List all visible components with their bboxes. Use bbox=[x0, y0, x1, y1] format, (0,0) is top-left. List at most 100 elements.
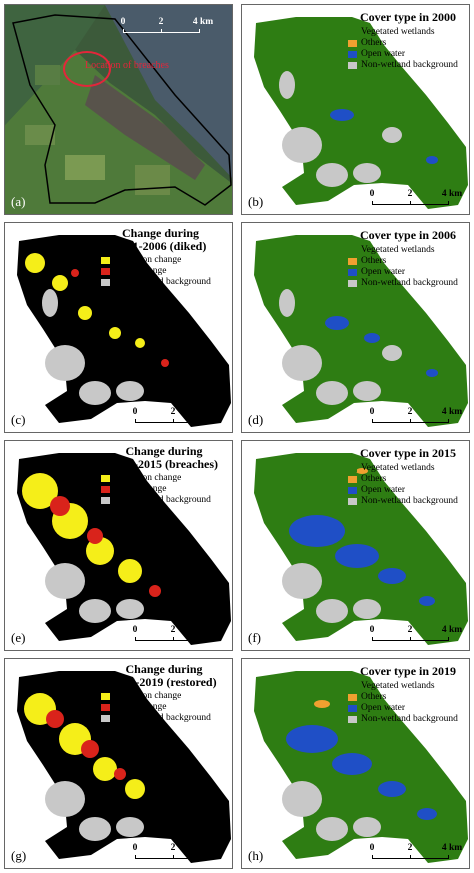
legend-item: Vegetated wetlands bbox=[361, 681, 435, 691]
scale-bar: 0 2 4 km bbox=[369, 843, 462, 859]
breach-location-marker bbox=[63, 51, 111, 87]
scale-bar: 0 2 4 km bbox=[369, 625, 462, 641]
scale-tick: 2 bbox=[158, 17, 164, 27]
panel-label: (e) bbox=[11, 630, 26, 645]
legend-item: Condition change bbox=[114, 255, 182, 265]
legend-item: Stable bbox=[114, 724, 138, 734]
scale-tick: 2 bbox=[170, 843, 176, 853]
legend: Condition change Cover change Non-wetlan… bbox=[101, 255, 211, 299]
map-title: Change during 2001-2006 (diked) bbox=[93, 227, 228, 253]
map-title-line2: 2001-2006 (diked) bbox=[114, 239, 207, 253]
scale-tick: 4 km bbox=[204, 407, 226, 417]
legend: Condition change Cover change Non-wetlan… bbox=[101, 691, 211, 735]
scale-tick: 4 km bbox=[204, 843, 226, 853]
scale-tick: 0 bbox=[369, 189, 375, 199]
scale-tick: 2 bbox=[407, 843, 413, 853]
map-title: Cover type in 2019 bbox=[359, 664, 457, 678]
cover-map bbox=[254, 453, 468, 645]
cover-map bbox=[254, 17, 468, 209]
map-title-line1: Change during bbox=[121, 226, 200, 240]
legend: Condition change Cover change Non-wetlan… bbox=[101, 473, 211, 517]
legend: Vegetated wetlands Others Open water Non… bbox=[348, 245, 458, 289]
panel-g-change-2016-2019: Change during 2016-2019 (restored) Condi… bbox=[4, 658, 233, 869]
legend-item: Non-wetland background bbox=[114, 713, 211, 723]
panel-h-cover-2019: Cover type in 2019 Vegetated wetlands Ot… bbox=[241, 658, 470, 869]
scale-bar: 0 2 4 km bbox=[369, 189, 462, 205]
scale-tick: 2 bbox=[407, 189, 413, 199]
scale-tick: 4 km bbox=[441, 189, 463, 199]
legend-item: Non-wetland background bbox=[114, 495, 211, 505]
change-map bbox=[17, 671, 231, 863]
scale-tick: 4 km bbox=[192, 17, 214, 27]
cover-map bbox=[254, 671, 468, 863]
scale-tick: 4 km bbox=[441, 407, 463, 417]
map-title: Change during 2007-2015 (breaches) bbox=[97, 445, 231, 471]
change-map bbox=[17, 453, 231, 645]
panel-label: (h) bbox=[248, 848, 264, 863]
scale-tick: 0 bbox=[369, 625, 375, 635]
legend: Vegetated wetlands Others Open water Non… bbox=[348, 27, 458, 71]
panel-c-change-2001-2006: Change during 2001-2006 (diked) Conditio… bbox=[4, 222, 233, 433]
panel-e-change-2007-2015: Change during 2007-2015 (breaches) Condi… bbox=[4, 440, 233, 651]
satellite-image bbox=[5, 5, 232, 214]
panel-a-satellite: Location of breaches 0 2 4 km (a) bbox=[4, 4, 233, 215]
legend-item: Condition change bbox=[114, 473, 182, 483]
legend-item: Open water bbox=[361, 703, 406, 713]
legend-item: Non-wetland background bbox=[114, 277, 211, 287]
legend: Vegetated wetlands Others Open water Non… bbox=[348, 463, 458, 507]
scale-bar: 0 2 4 km bbox=[369, 407, 462, 423]
scale-tick: 4 km bbox=[204, 625, 226, 635]
scale-bar: 0 2 4 km bbox=[120, 17, 213, 33]
panel-label: (c) bbox=[11, 412, 26, 427]
scale-tick: 0 bbox=[132, 843, 138, 853]
panel-b-cover-2000: Cover type in 2000 Vegetated wetlands Ot… bbox=[241, 4, 470, 215]
legend-item: Non-wetland background bbox=[361, 60, 458, 70]
map-title-line1: Change during bbox=[125, 444, 203, 458]
panel-label: (b) bbox=[248, 194, 264, 209]
legend-item: Open water bbox=[361, 267, 406, 277]
legend-item: Vegetated wetlands bbox=[361, 27, 435, 37]
scale-bar: 0 2 4 km bbox=[132, 843, 225, 859]
map-title-line1: Change during bbox=[125, 662, 203, 676]
scale-tick: 2 bbox=[170, 407, 176, 417]
scale-tick: 4 km bbox=[441, 625, 463, 635]
panel-label: (a) bbox=[11, 194, 26, 209]
panel-label: (g) bbox=[11, 848, 27, 863]
legend-item: Open water bbox=[361, 49, 406, 59]
legend-item: Cover change bbox=[114, 702, 167, 712]
scale-bar: 0 2 4 km bbox=[132, 407, 225, 423]
scale-tick: 2 bbox=[407, 407, 413, 417]
panel-label: (d) bbox=[248, 412, 264, 427]
legend: Vegetated wetlands Others Open water Non… bbox=[348, 681, 458, 725]
legend-item: Others bbox=[361, 692, 387, 702]
legend-item: Vegetated wetlands bbox=[361, 245, 435, 255]
map-title-line2: 2016-2019 (restored) bbox=[111, 675, 217, 689]
scale-tick: 0 bbox=[369, 843, 375, 853]
legend-item: Non-wetland background bbox=[361, 278, 458, 288]
scale-tick: 4 km bbox=[441, 843, 463, 853]
map-title: Change during 2016-2019 (restored) bbox=[97, 663, 231, 689]
panel-f-cover-2015: Cover type in 2015 Vegetated wetlands Ot… bbox=[241, 440, 470, 651]
scale-tick: 2 bbox=[170, 625, 176, 635]
breach-annotation: Location of breaches bbox=[85, 60, 169, 71]
map-title: Cover type in 2015 bbox=[359, 446, 457, 460]
legend-item: Open water bbox=[361, 485, 406, 495]
legend-item: Non-wetland background bbox=[361, 714, 458, 724]
scale-tick: 0 bbox=[132, 407, 138, 417]
change-map bbox=[17, 235, 231, 427]
legend-item: Vegetated wetlands bbox=[361, 463, 435, 473]
scale-tick: 0 bbox=[369, 407, 375, 417]
legend-item: Others bbox=[361, 256, 387, 266]
map-title: Cover type in 2006 bbox=[359, 228, 457, 242]
scale-tick: 0 bbox=[120, 17, 126, 27]
legend-item: Non-wetland background bbox=[361, 496, 458, 506]
legend-item: Condition change bbox=[114, 691, 182, 701]
legend-item: Others bbox=[361, 38, 387, 48]
map-title: Cover type in 2000 bbox=[359, 10, 457, 24]
legend-item: Others bbox=[361, 474, 387, 484]
scale-bar: 0 2 4 km bbox=[133, 625, 225, 641]
legend-item: Cover change bbox=[114, 484, 167, 494]
panel-label: (f) bbox=[248, 630, 261, 645]
scale-tick: 2 bbox=[407, 625, 413, 635]
panel-d-cover-2006: Cover type in 2006 Vegetated wetlands Ot… bbox=[241, 222, 470, 433]
